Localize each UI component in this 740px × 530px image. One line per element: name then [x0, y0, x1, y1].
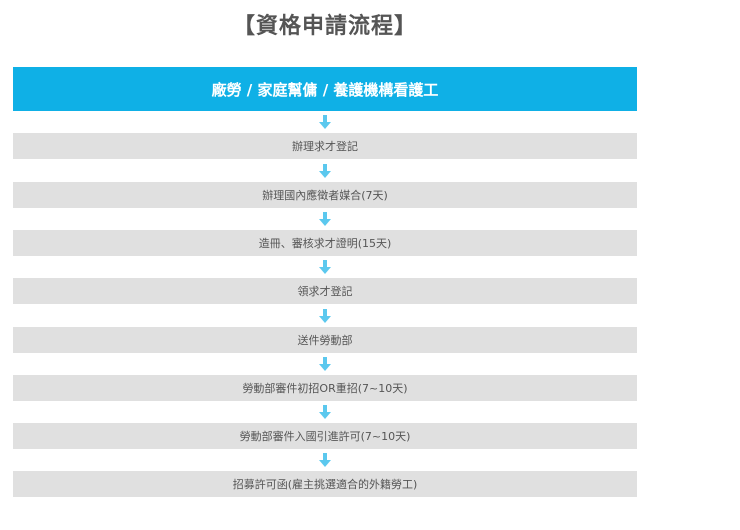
down-arrow-icon	[319, 260, 331, 274]
down-arrow-icon	[319, 405, 331, 419]
category-header: 廠勞 / 家庭幫傭 / 養護機構看護工	[13, 67, 637, 111]
process-step: 辦理求才登記	[13, 133, 637, 159]
page-title: 【資格申請流程】	[232, 14, 417, 39]
down-arrow-icon	[319, 357, 331, 371]
process-step: 辦理國內應徵者媒合(7天)	[13, 182, 637, 208]
process-step: 招募許可函(雇主挑選適合的外籍勞工)	[13, 471, 637, 497]
down-arrow-icon	[319, 115, 331, 129]
process-step: 造冊、審核求才證明(15天)	[13, 230, 637, 256]
process-step: 勞動部審件入國引進許可(7~10天)	[13, 423, 637, 449]
process-step: 送件勞動部	[13, 327, 637, 353]
process-step: 領求才登記	[13, 278, 637, 304]
down-arrow-icon	[319, 309, 331, 323]
down-arrow-icon	[319, 212, 331, 226]
down-arrow-icon	[319, 453, 331, 467]
down-arrow-icon	[319, 164, 331, 178]
process-step: 勞動部審件初招OR重招(7~10天)	[13, 375, 637, 401]
